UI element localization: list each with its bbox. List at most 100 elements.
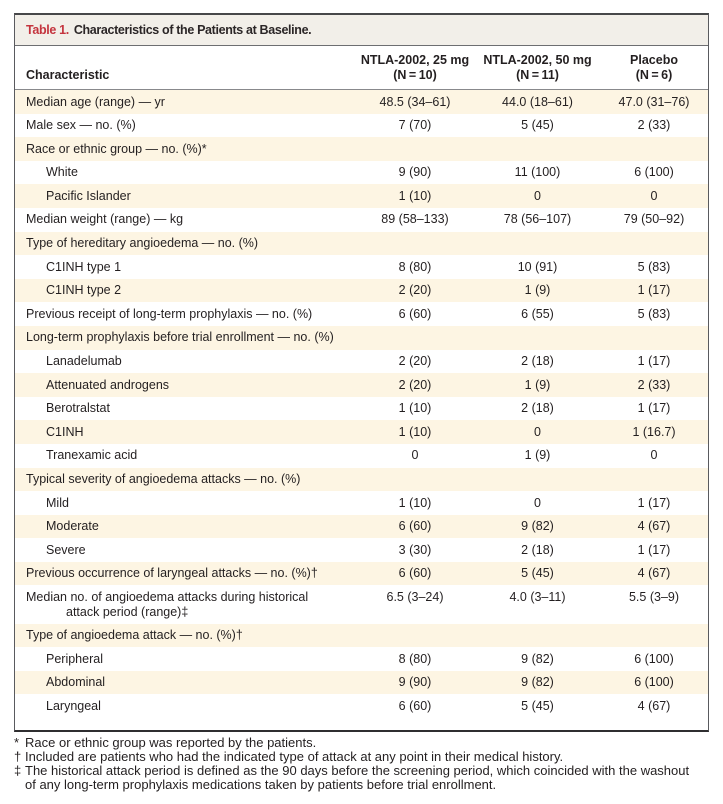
- row-value: 2 (33): [637, 377, 671, 392]
- row-value: 2 (20): [398, 377, 432, 392]
- row-label: Previous occurrence of laryngeal attacks…: [26, 566, 318, 581]
- table-row: Tranexamic acid 0 1 (9) 0: [15, 444, 708, 468]
- row-value: 2 (18): [521, 542, 554, 557]
- table-row: Peripheral 8 (80) 9 (82) 6 (100): [15, 647, 708, 671]
- table-row: Abdominal 9 (90) 9 (82) 6 (100): [15, 670, 708, 695]
- row-value: 9 (90): [398, 165, 432, 180]
- table-row: C1INH type 2 2 (20) 1 (9) 1 (17): [15, 278, 708, 303]
- row-value: 5 (83): [637, 306, 671, 321]
- row-label: Median age (range) — yr: [26, 94, 165, 109]
- table-row: Laryngeal 6 (60) 5 (45) 4 (67): [15, 694, 708, 718]
- row-value: 5.5 (3–9): [628, 589, 680, 604]
- row-value: 6 (60): [398, 698, 432, 713]
- row-label: Berotralstat: [46, 401, 110, 416]
- table-row: Type of angioedema attack — no. (%)†: [15, 623, 708, 648]
- row-value: 3 (30): [398, 542, 432, 557]
- row-label: Moderate: [46, 519, 99, 534]
- footnote: † Included are patients who had the indic…: [14, 750, 695, 764]
- row-value: 79 (50–92): [623, 212, 685, 227]
- row-value: [355, 326, 475, 350]
- row-value: 0: [650, 188, 658, 203]
- row-label: Male sex — no. (%): [26, 118, 136, 133]
- footnote-text: Included are patients who had the indica…: [25, 749, 564, 764]
- row-value: 44.0 (18–61): [502, 94, 573, 109]
- row-value: 2 (18): [521, 401, 554, 416]
- row-value: 2 (20): [398, 354, 432, 369]
- footnote: ‡ The historical attack period is defined…: [14, 764, 695, 792]
- row-value: 6 (60): [398, 566, 432, 581]
- row-value: [475, 624, 600, 648]
- row-value: 2 (18): [521, 354, 554, 369]
- row-value: 47.0 (31–76): [618, 94, 690, 109]
- row-label: Typical severity of angioedema attacks —…: [26, 472, 301, 486]
- row-value: 1 (9): [524, 283, 551, 298]
- row-value: 2 (33): [637, 118, 671, 133]
- row-value: 6 (60): [398, 519, 432, 534]
- table-title: Table 1. Characteristics of the Patients…: [15, 15, 708, 46]
- row-value: 0: [534, 495, 541, 510]
- table-row: C1INH 1 (10) 0 1 (16.7): [15, 420, 708, 444]
- table-body: Median age (range) — yr 48.5 (34–61) 44.0 …: [15, 90, 708, 731]
- footnote: * Race or ethnic group was reported by th…: [14, 736, 695, 750]
- column-header-ntla-25mg: NTLA-2002, 25 mg (N = 10): [360, 53, 470, 82]
- table-row: C1INH type 1 8 (80) 10 (91) 5 (83): [15, 255, 708, 279]
- row-label: Lanadelumab: [46, 354, 122, 369]
- row-value: [355, 232, 475, 256]
- row-value: [600, 137, 708, 161]
- row-value: 5 (83): [637, 259, 671, 274]
- row-value: 4.0 (3–11): [509, 589, 566, 604]
- row-value: 1 (10): [398, 424, 432, 439]
- row-value: [600, 326, 708, 350]
- row-value: [600, 468, 708, 492]
- row-value: 9 (90): [398, 675, 432, 690]
- row-value: [355, 137, 475, 161]
- table-footnotes: * Race or ethnic group was reported by th…: [14, 736, 695, 792]
- row-value: 89 (58–133): [381, 212, 449, 227]
- row-value: 4 (67): [637, 566, 671, 581]
- table-title-text: Characteristics of the Patients at Basel…: [73, 23, 312, 37]
- baseline-characteristics-table: Table 1. Characteristics of the Patients…: [14, 13, 709, 733]
- row-value: 1 (17): [637, 542, 671, 557]
- row-value: 6.5 (3–24): [386, 589, 444, 604]
- row-label: Severe: [46, 542, 86, 557]
- footnote-text: Race or ethnic group was reported by the…: [25, 735, 317, 750]
- row-value: 1 (10): [398, 401, 432, 416]
- row-label: C1INH type 1: [46, 259, 122, 274]
- table-row: Race or ethnic group — no. (%)*: [15, 137, 708, 161]
- row-value: 0: [534, 188, 541, 203]
- row-value: 48.5 (34–61): [379, 94, 451, 109]
- row-label: Tranexamic acid: [46, 448, 138, 463]
- table-row: Previous occurrence of laryngeal attacks…: [15, 561, 708, 586]
- table-row: Berotralstat 1 (10) 2 (18) 1 (17): [15, 397, 708, 421]
- row-value: [600, 624, 708, 648]
- row-value: 5 (45): [521, 566, 554, 581]
- row-value: [355, 624, 475, 648]
- row-label: Peripheral: [46, 651, 103, 666]
- row-value: 6 (100): [634, 165, 674, 180]
- column-header-placebo: Placebo (N = 6): [630, 53, 678, 82]
- row-label: Race or ethnic group — no. (%)*: [26, 141, 207, 156]
- row-label: Type of angioedema attack — no. (%)†: [26, 628, 243, 643]
- row-value: 1 (17): [637, 354, 671, 369]
- row-label: Median no. of angioedema attacks during …: [26, 589, 309, 619]
- table-row: Pacific Islander 1 (10) 0 0: [15, 184, 708, 208]
- row-value: 7 (70): [398, 118, 432, 133]
- row-value: 0: [411, 448, 419, 463]
- footnote-symbol: †: [14, 749, 22, 764]
- row-value: 9 (82): [521, 519, 554, 534]
- row-value: 6 (100): [634, 675, 674, 690]
- table-number: Table 1.: [26, 23, 69, 37]
- row-value: 1 (16.7): [632, 424, 676, 439]
- table-row: Male sex — no. (%) 7 (70) 5 (45) 2 (33): [15, 114, 708, 138]
- row-value: [475, 232, 600, 256]
- row-value: 8 (80): [398, 259, 432, 274]
- table-row: Typical severity of angioedema attacks —…: [15, 467, 708, 492]
- row-value: [475, 137, 600, 161]
- footnote-symbol: *: [14, 735, 20, 750]
- row-value: 1 (17): [637, 495, 671, 510]
- row-label: White: [46, 165, 78, 180]
- table-row: Previous receipt of long-term prophylaxi…: [15, 302, 708, 326]
- row-value: [475, 468, 600, 492]
- row-value: [475, 326, 600, 350]
- column-header-characteristic: Characteristic: [26, 68, 110, 82]
